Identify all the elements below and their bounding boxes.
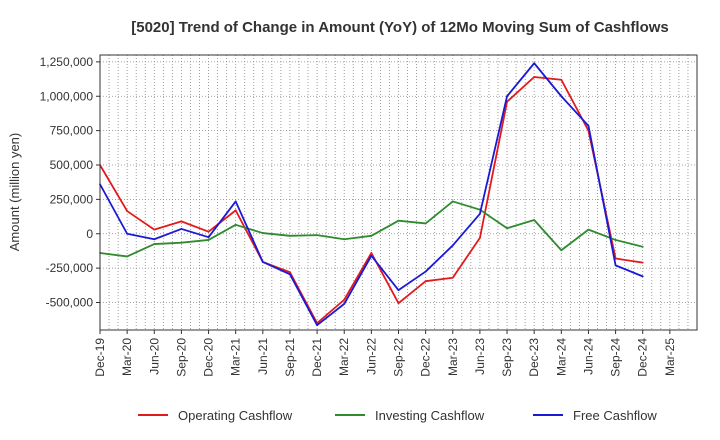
- data-point: [397, 219, 400, 222]
- legend-label-operating-cashflow: Operating Cashflow: [178, 408, 293, 423]
- x-tick-label: Sep-23: [500, 338, 514, 377]
- data-point: [533, 76, 536, 78]
- data-point: [451, 200, 454, 203]
- legend-label-investing-cashflow: Investing Cashflow: [375, 408, 485, 423]
- data-point: [153, 243, 156, 245]
- x-tick-label: Dec-24: [636, 338, 650, 377]
- x-tick-label: Dec-22: [419, 338, 433, 377]
- data-point: [614, 239, 617, 241]
- y-axis-label: Amount (million yen): [7, 133, 22, 252]
- data-point: [451, 276, 454, 279]
- data-point: [180, 228, 183, 230]
- x-tick-label: Sep-24: [609, 338, 623, 377]
- data-point: [153, 238, 156, 241]
- data-point: [560, 95, 563, 98]
- data-point: [506, 227, 508, 230]
- data-point: [343, 238, 346, 241]
- x-tick-label: Sep-21: [283, 338, 297, 377]
- x-tick-label: Jun-23: [473, 338, 487, 375]
- data-point: [370, 252, 373, 254]
- data-point: [180, 220, 183, 223]
- data-point: [533, 62, 536, 65]
- x-tick-label: Mar-23: [446, 338, 460, 376]
- x-tick-label: Mar-24: [554, 338, 568, 376]
- data-point: [289, 273, 291, 276]
- data-point: [424, 270, 427, 273]
- data-point: [641, 261, 644, 264]
- data-point: [289, 234, 291, 237]
- data-point: [587, 124, 590, 127]
- series-lines: [99, 62, 644, 327]
- data-point: [126, 255, 129, 258]
- data-point: [126, 232, 129, 235]
- y-tick-label: 750,000: [50, 124, 94, 138]
- data-point: [533, 219, 536, 221]
- data-point: [614, 264, 617, 267]
- x-tick-label: Mar-21: [229, 338, 243, 376]
- data-point: [261, 232, 264, 234]
- x-tick-label: Jun-24: [581, 338, 595, 375]
- data-point: [343, 302, 346, 305]
- data-point: [397, 289, 400, 292]
- x-tick-label: Dec-21: [310, 338, 324, 377]
- y-tick-label: 1,250,000: [40, 55, 94, 69]
- data-point: [397, 302, 400, 305]
- y-tick-label: -250,000: [46, 261, 94, 275]
- x-tick-label: Dec-20: [202, 338, 216, 377]
- data-point: [424, 222, 427, 225]
- data-point: [560, 78, 563, 81]
- data-point: [370, 234, 373, 237]
- y-tick-label: 0: [86, 227, 93, 241]
- x-tick-label: Mar-25: [663, 338, 677, 376]
- x-tick-label: Jun-22: [364, 338, 378, 375]
- legend-label-free-cashflow: Free Cashflow: [573, 408, 657, 423]
- legend: Operating Cashflow Investing Cashflow Free…: [138, 408, 657, 423]
- data-point: [180, 241, 183, 244]
- y-tick-label: -500,000: [46, 296, 94, 310]
- data-point: [289, 271, 291, 274]
- y-tick-labels: 1,250,000 1,000,000 750,000 500,000 250,000 0…: [40, 55, 100, 310]
- data-point: [560, 249, 563, 252]
- data-point: [207, 230, 210, 233]
- data-point: [343, 298, 346, 301]
- y-tick-label: 500,000: [50, 158, 94, 172]
- y-tick-label: 250,000: [50, 192, 94, 206]
- data-point: [506, 95, 508, 98]
- data-point: [234, 209, 237, 212]
- series-line-free-cashflow: [99, 62, 644, 327]
- data-point: [641, 275, 644, 278]
- y-tick-label: 1,000,000: [40, 89, 94, 103]
- data-point: [207, 239, 210, 241]
- plot-frame: [99, 54, 698, 331]
- data-point: [451, 244, 454, 247]
- data-point: [641, 245, 644, 248]
- x-tick-label: Sep-20: [174, 338, 188, 377]
- data-point: [370, 254, 373, 257]
- x-tick-label: Jun-20: [147, 338, 161, 375]
- data-point: [234, 200, 237, 203]
- x-tick-label: Dec-23: [527, 338, 541, 377]
- x-tick-labels: Dec-19 Mar-20 Jun-20 Sep-20 Dec-20 Mar-21 Jun-…: [93, 330, 677, 377]
- x-tick-label: Mar-22: [337, 338, 351, 376]
- data-point: [316, 234, 318, 237]
- data-point: [424, 280, 427, 283]
- data-point: [126, 210, 129, 212]
- x-tick-label: Jun-21: [256, 338, 270, 375]
- data-point: [153, 228, 156, 231]
- data-point: [316, 324, 318, 327]
- data-point: [234, 223, 237, 226]
- x-tick-label: Sep-22: [392, 338, 406, 377]
- data-point: [587, 228, 590, 231]
- data-point: [479, 212, 481, 215]
- data-point: [479, 236, 481, 239]
- x-tick-label: Mar-20: [120, 338, 134, 376]
- data-point: [207, 236, 210, 239]
- x-tick-label: Dec-19: [93, 338, 107, 377]
- data-point: [261, 261, 264, 263]
- chart-title: [5020] Trend of Change in Amount (YoY) o…: [131, 19, 669, 36]
